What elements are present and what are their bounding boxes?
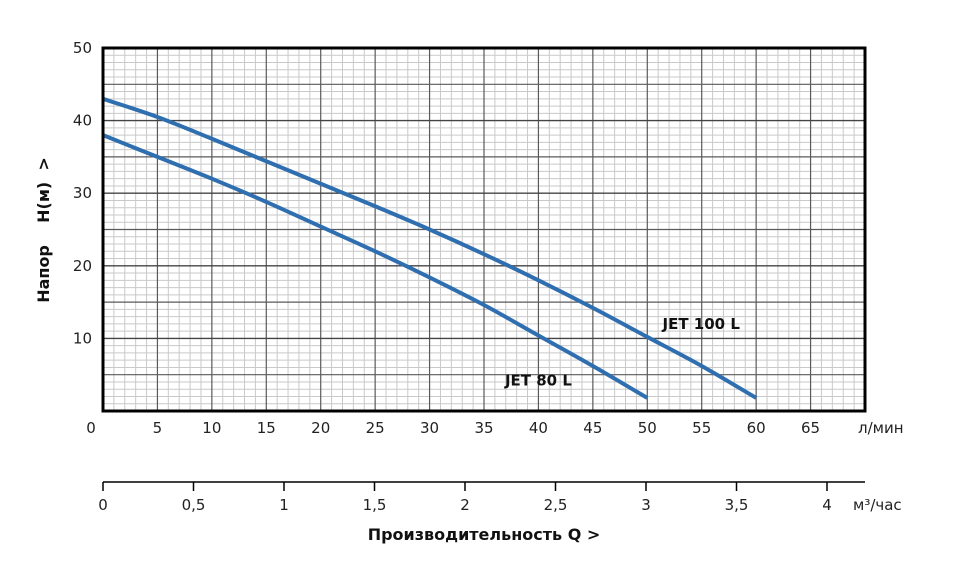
secondary-tick-label: 0,5 bbox=[182, 496, 206, 514]
x-tick-label: 45 bbox=[583, 419, 602, 437]
x-tick-label: 0 bbox=[86, 419, 96, 437]
y-tick-labels: 10 20 30 40 50 bbox=[73, 39, 92, 347]
x-axis-title: Производительность Q > bbox=[368, 525, 601, 544]
y-axis-title-symbol: H(м) bbox=[34, 182, 53, 223]
x-tick-label: 25 bbox=[366, 419, 385, 437]
series-labels: JET 80 L JET 100 L bbox=[504, 315, 740, 390]
y-tick-label: 40 bbox=[73, 112, 92, 130]
major-grid bbox=[103, 48, 865, 411]
y-tick-label: 20 bbox=[73, 257, 92, 275]
y-axis-title-quantity: Напор bbox=[34, 245, 53, 303]
x-tick-label: 15 bbox=[257, 419, 276, 437]
secondary-tick-label: 3,5 bbox=[725, 496, 749, 514]
x-tick-label: 65 bbox=[801, 419, 820, 437]
secondary-tick-label: 4 bbox=[822, 496, 832, 514]
curve-jet-80-l bbox=[102, 133, 649, 400]
curve-jet-100-l bbox=[102, 96, 758, 400]
series-label-jet-100-l: JET 100 L bbox=[662, 315, 741, 333]
y-tick-label: 10 bbox=[73, 329, 92, 347]
y-axis-title-arrow: > bbox=[34, 157, 53, 170]
x-unit-primary: л/мин bbox=[858, 419, 904, 437]
x-tick-label: 30 bbox=[420, 419, 439, 437]
y-tick-label: 30 bbox=[73, 184, 92, 202]
secondary-tick-label: 1 bbox=[279, 496, 289, 514]
x-tick-label: 10 bbox=[202, 419, 221, 437]
x-tick-label: 20 bbox=[311, 419, 330, 437]
secondary-tick-marks bbox=[102, 482, 828, 491]
secondary-tick-label: 1,5 bbox=[363, 496, 387, 514]
plot-frame bbox=[101, 46, 867, 413]
secondary-tick-label: 0 bbox=[98, 496, 108, 514]
svg-text:Напор H(м) >: Напор H(м) > bbox=[34, 157, 53, 303]
x-tick-label: 55 bbox=[692, 419, 711, 437]
secondary-tick-labels: 0 0,5 1 1,5 2 2,5 3 3,5 4 bbox=[98, 496, 832, 514]
secondary-tick-label: 2,5 bbox=[544, 496, 568, 514]
x-tick-labels: 0 5 10 15 20 25 30 35 40 45 50 55 60 65 bbox=[86, 419, 820, 437]
x-tick-label: 60 bbox=[747, 419, 766, 437]
x-tick-label: 5 bbox=[153, 419, 163, 437]
y-axis-title: Напор H(м) > bbox=[34, 157, 53, 303]
secondary-tick-label: 3 bbox=[641, 496, 651, 514]
secondary-tick-label: 2 bbox=[460, 496, 470, 514]
performance-curves bbox=[102, 96, 758, 400]
x-tick-label: 50 bbox=[638, 419, 657, 437]
series-label-jet-80-l: JET 80 L bbox=[504, 372, 572, 390]
x-tick-label: 35 bbox=[474, 419, 493, 437]
x-tick-label: 40 bbox=[529, 419, 548, 437]
y-tick-label: 50 bbox=[73, 39, 92, 57]
x-unit-secondary: м³/час bbox=[853, 496, 902, 514]
